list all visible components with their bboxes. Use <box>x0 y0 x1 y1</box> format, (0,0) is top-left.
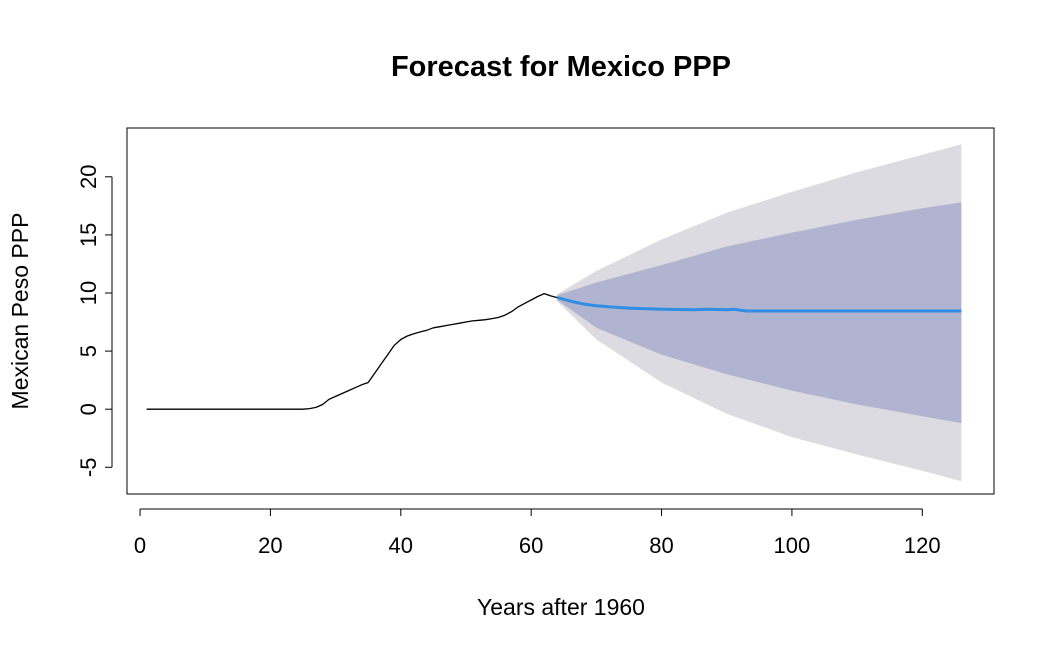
y-tick-label: 15 <box>76 223 101 247</box>
chart-title: Forecast for Mexico PPP <box>391 51 731 83</box>
y-tick-label: -5 <box>76 458 101 478</box>
confidence-band-80 <box>557 202 962 424</box>
x-tick-label: 20 <box>258 533 282 558</box>
y-tick-label: 10 <box>76 281 101 305</box>
series-lines <box>146 292 962 410</box>
forecast-line <box>556 296 962 313</box>
x-axis-label: Years after 1960 <box>477 594 645 620</box>
x-tick-label: 0 <box>134 533 146 558</box>
historical-line <box>146 292 558 410</box>
x-tick-label: 120 <box>904 533 941 558</box>
x-tick-label: 60 <box>519 533 543 558</box>
y-axis-label: Mexican Peso PPP <box>7 213 33 410</box>
y-tick-label: 5 <box>76 345 101 357</box>
y-tick-label: 20 <box>76 165 101 189</box>
y-axis: -5 0 5 10 15 20 <box>76 165 113 478</box>
x-tick-label: 80 <box>649 533 673 558</box>
plot-box <box>126 127 995 495</box>
x-tick-label: 40 <box>389 533 413 558</box>
x-axis: 0 20 40 60 80 100 120 <box>134 508 941 558</box>
confidence-bands <box>557 144 962 482</box>
y-tick-label: 0 <box>76 403 101 415</box>
x-tick-label: 100 <box>774 533 811 558</box>
